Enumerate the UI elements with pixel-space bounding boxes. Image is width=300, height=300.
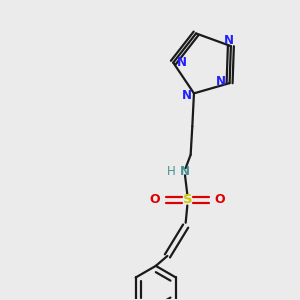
Text: N: N bbox=[182, 88, 192, 101]
Text: O: O bbox=[214, 193, 225, 206]
Text: O: O bbox=[150, 193, 160, 206]
Text: N: N bbox=[216, 75, 226, 88]
Text: N: N bbox=[224, 34, 234, 46]
Text: N: N bbox=[176, 56, 187, 69]
Text: N: N bbox=[180, 165, 190, 178]
Text: S: S bbox=[182, 193, 192, 206]
Text: H: H bbox=[167, 165, 176, 178]
